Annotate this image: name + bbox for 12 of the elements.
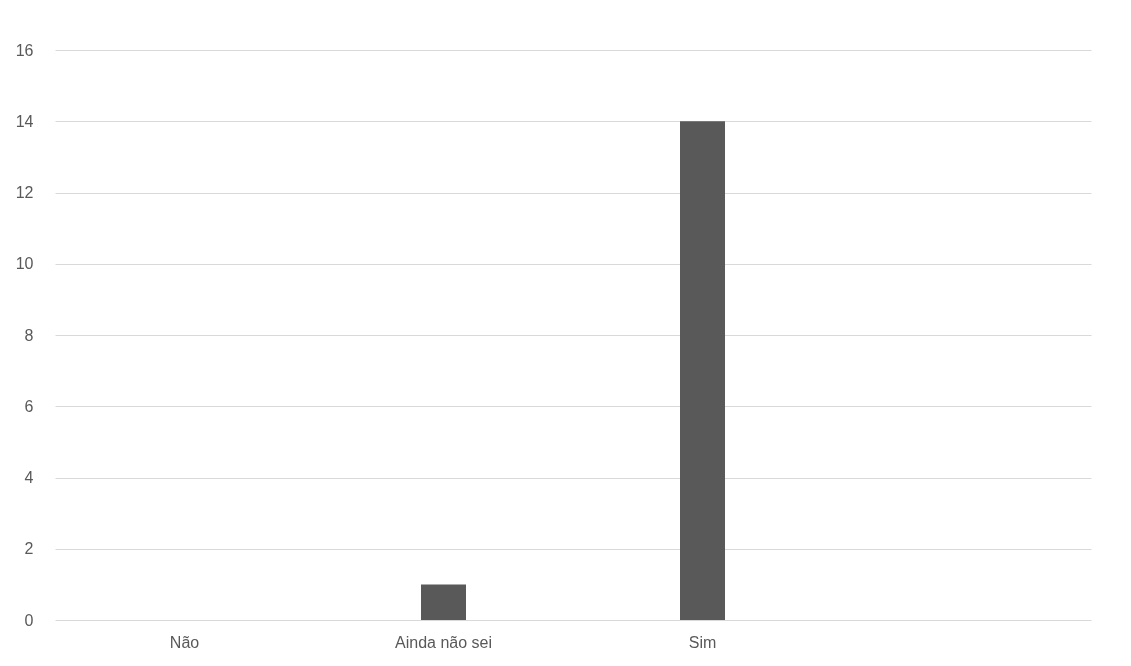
x-tick-label: Sim [688,633,717,651]
y-tick-label: 14 [15,112,34,130]
x-tick-label: Não [169,633,200,651]
x-tick-label: Ainda não sei [395,633,492,651]
y-tick-label: 8 [24,326,34,344]
y-tick-label: 16 [15,41,34,59]
y-tick-label: 6 [24,397,34,415]
y-tick-label: 12 [15,184,34,201]
y-tick-label: 0 [24,611,34,629]
y-tick-label: 4 [24,469,34,486]
y-tick-label: 2 [24,540,34,558]
y-tick-label: 10 [15,255,34,273]
